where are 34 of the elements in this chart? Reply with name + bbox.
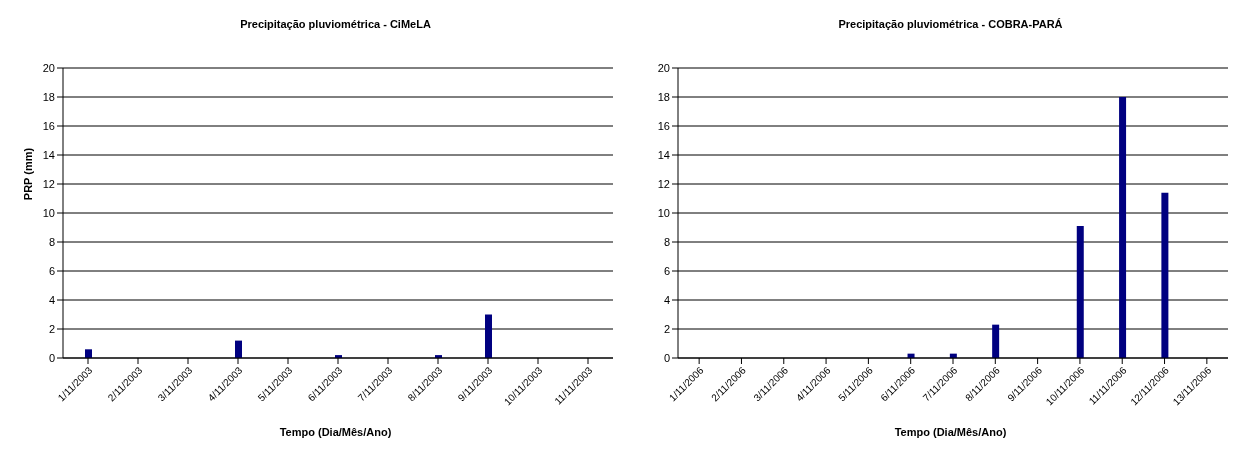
bar (1119, 97, 1127, 358)
y-axis-title: PRP (mm) (22, 146, 34, 203)
y-tick-label: 2 (48, 322, 55, 335)
y-tick-label: 10 (657, 206, 670, 219)
y-tick-label: 18 (657, 90, 670, 103)
y-tick-label: 8 (48, 235, 55, 248)
y-tick-label: 18 (42, 90, 55, 103)
y-tick-label: 12 (42, 177, 55, 190)
y-tick-label: 16 (657, 119, 670, 132)
y-tick-label: 12 (657, 177, 670, 190)
y-tick-label: 4 (48, 293, 55, 306)
bar (1076, 226, 1084, 358)
bar (992, 324, 1000, 358)
y-tick-label: 14 (657, 148, 670, 161)
bar (235, 340, 242, 358)
y-tick-label: 0 (663, 351, 670, 364)
chart-title: Precipitação pluviométrica - COBRA-PARÁ (837, 18, 1064, 30)
y-tick-label: 6 (48, 264, 55, 277)
y-tick-label: 10 (42, 206, 55, 219)
y-tick-label: 14 (42, 148, 55, 161)
bar (485, 314, 492, 358)
x-axis-title: Tempo (Dia/Mês/Ano) (278, 426, 393, 438)
y-tick-label: 2 (663, 322, 670, 335)
x-axis-title: Tempo (Dia/Mês/Ano) (893, 426, 1008, 438)
bar (85, 349, 92, 358)
y-tick-label: 6 (663, 264, 670, 277)
y-tick-label: 16 (42, 119, 55, 132)
y-tick-label: 8 (663, 235, 670, 248)
chart-title: Precipitação pluviométrica - CiMeLA (239, 18, 432, 30)
y-tick-label: 4 (663, 293, 670, 306)
bar (1161, 192, 1169, 358)
y-tick-label: 0 (48, 351, 55, 364)
y-tick-label: 20 (42, 61, 55, 74)
y-tick-label: 20 (657, 61, 670, 74)
